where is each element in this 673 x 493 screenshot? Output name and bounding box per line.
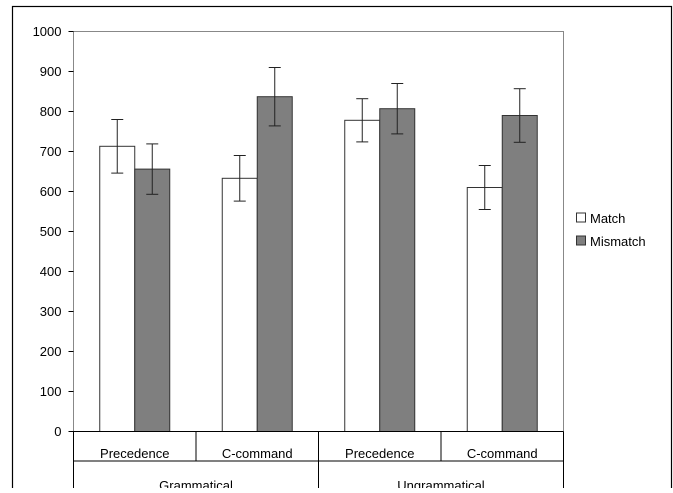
x-tick-label: C-command: [222, 446, 293, 461]
y-axis-ticks: 0 100 200 300 400 500 600 700 800 900 1000: [33, 24, 74, 439]
y-tick-label: 100: [40, 384, 62, 399]
legend-swatch-match: [576, 212, 586, 223]
legend-label: Match: [590, 211, 625, 226]
y-tick-label: 500: [40, 224, 62, 239]
x-tick-label: Precedence: [345, 446, 414, 461]
chart-border: [11, 5, 673, 493]
x-axis: Precedence C-command Precedence C-command Gr…: [73, 431, 564, 493]
x-tick-label: Precedence: [100, 446, 169, 461]
y-tick-label: 0: [54, 424, 61, 439]
bar-match: [99, 145, 136, 433]
y-tick-label: 700: [40, 144, 62, 159]
y-tick-label: 200: [40, 344, 62, 359]
bar-match: [344, 119, 381, 433]
bar-match: [221, 177, 258, 432]
bar-mismatch: [134, 168, 171, 432]
y-tick-label: 1000: [33, 24, 62, 39]
y-tick-label: 400: [40, 264, 62, 279]
bars: [99, 67, 538, 433]
legend: Match Mismatch: [576, 211, 646, 249]
x-tick-label: C-command: [467, 446, 538, 461]
bar-mismatch: [379, 108, 416, 432]
bar-mismatch: [256, 96, 293, 432]
y-tick-label: 600: [40, 184, 62, 199]
legend-label: Mismatch: [590, 234, 646, 249]
legend-swatch-mismatch: [576, 235, 586, 246]
y-tick-label: 300: [40, 304, 62, 319]
bar-match: [466, 187, 503, 432]
group-label: Grammatical: [159, 478, 233, 488]
y-tick-label: 800: [40, 104, 62, 119]
bar-mismatch: [501, 115, 538, 432]
group-label: Ungrammatical: [397, 478, 485, 488]
y-tick-label: 900: [40, 64, 62, 79]
